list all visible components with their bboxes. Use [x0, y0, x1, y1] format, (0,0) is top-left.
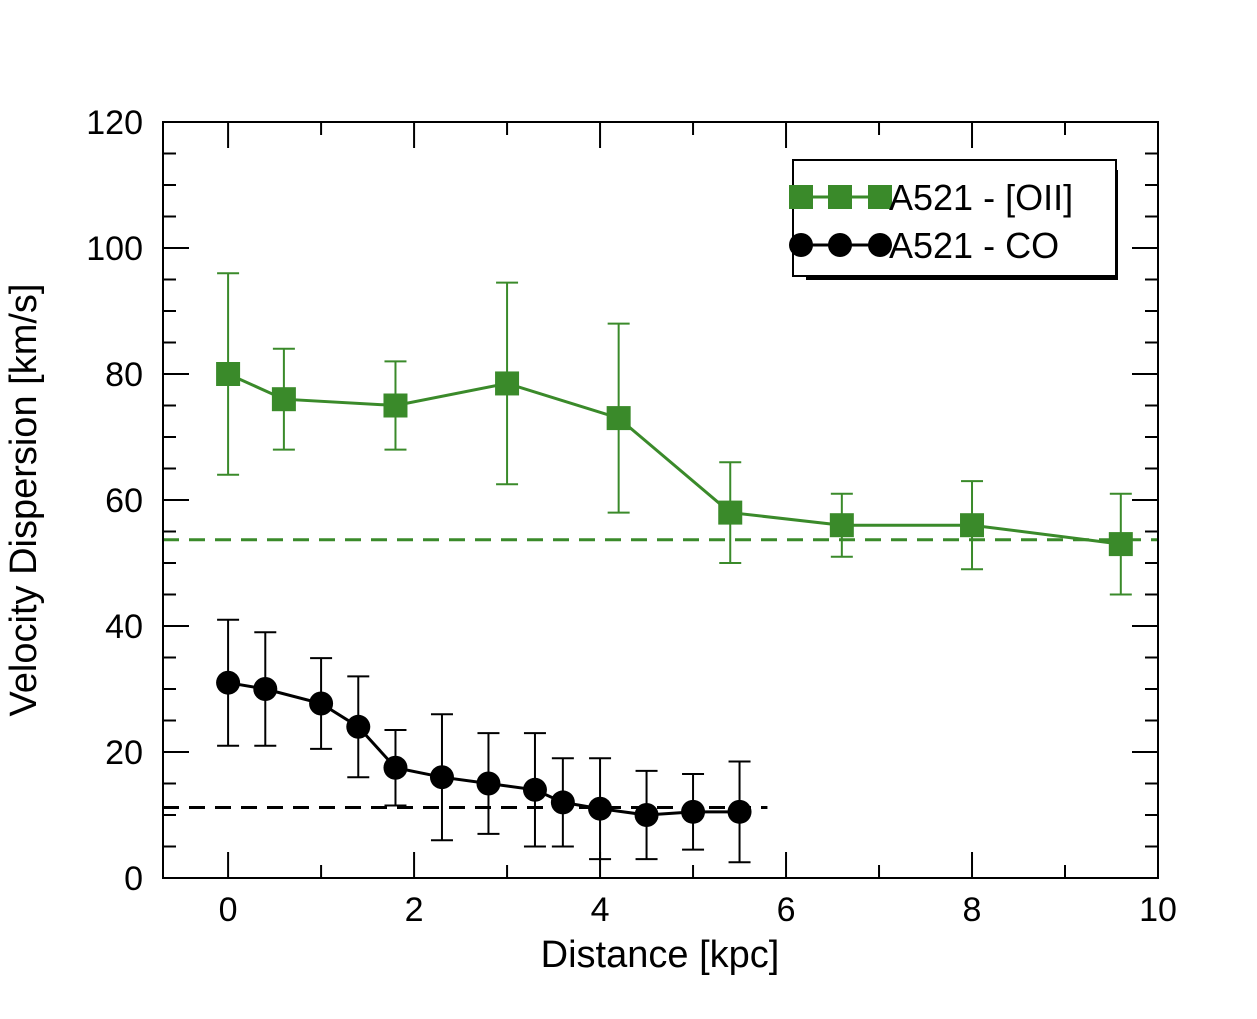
- reference-lines: [163, 538, 1158, 809]
- legend: A521 - [OII] A521 - CO: [789, 159, 1118, 280]
- legend-marker-co: [868, 233, 892, 257]
- series-line-oii: [227, 372, 1121, 546]
- data-point-co: [253, 677, 278, 701]
- data-point-co: [634, 803, 659, 827]
- data-point-oii: [1108, 532, 1133, 557]
- legend-label-co: A521 - CO: [889, 225, 1059, 266]
- legend-marker-oii: [828, 185, 852, 209]
- data-point-oii: [383, 393, 408, 418]
- legend-marker-oii: [789, 185, 813, 209]
- legend-item-oii: A521 - [OII]: [789, 177, 1073, 218]
- data-point-co: [727, 799, 752, 824]
- x-tick-label: 4: [591, 891, 610, 929]
- data-point-oii: [271, 387, 296, 412]
- data-point-oii: [718, 500, 743, 525]
- data-series: [216, 272, 1133, 864]
- data-point-oii: [960, 513, 985, 538]
- data-point-co: [383, 755, 408, 780]
- data-point-co: [309, 691, 334, 716]
- data-point-co: [476, 771, 501, 796]
- x-axis-label: Distance [kpc]: [541, 934, 780, 976]
- y-tick-label: 20: [105, 734, 143, 772]
- legend-marker-oii: [868, 185, 892, 209]
- y-tick-label: 100: [86, 230, 143, 268]
- y-axis-label: Velocity Dispersion [km/s]: [3, 284, 45, 717]
- data-point-co: [550, 790, 575, 815]
- data-point-oii: [216, 362, 241, 386]
- data-point-oii: [606, 406, 631, 431]
- data-point-co: [429, 765, 454, 790]
- legend-marker-co: [789, 233, 813, 257]
- data-point-oii: [495, 371, 520, 396]
- series-line-co: [227, 681, 740, 817]
- x-tick-label: 2: [405, 891, 424, 929]
- series-oii: [216, 272, 1133, 596]
- x-tick-label: 8: [963, 891, 982, 929]
- data-point-oii: [829, 513, 854, 538]
- data-point-co: [216, 670, 241, 695]
- x-tick-label: 10: [1139, 891, 1177, 929]
- y-tick-label: 120: [86, 104, 143, 142]
- data-point-co: [346, 714, 371, 739]
- data-point-co: [588, 796, 613, 821]
- x-tick-label: 0: [219, 891, 238, 929]
- y-tick-label: 80: [105, 356, 143, 394]
- x-tick-label: 6: [777, 891, 796, 929]
- legend-marker-co: [828, 233, 852, 257]
- y-tick-label: 40: [105, 608, 143, 646]
- series-co: [216, 618, 752, 864]
- y-tick-label: 60: [105, 482, 143, 520]
- y-tick-label: 0: [124, 860, 143, 898]
- legend-box: [792, 159, 1117, 277]
- legend-item-co: A521 - CO: [789, 225, 1059, 266]
- legend-label-oii: A521 - [OII]: [889, 177, 1073, 218]
- data-point-co: [522, 777, 547, 802]
- data-point-co: [681, 799, 706, 824]
- plot-frame: [162, 121, 1159, 879]
